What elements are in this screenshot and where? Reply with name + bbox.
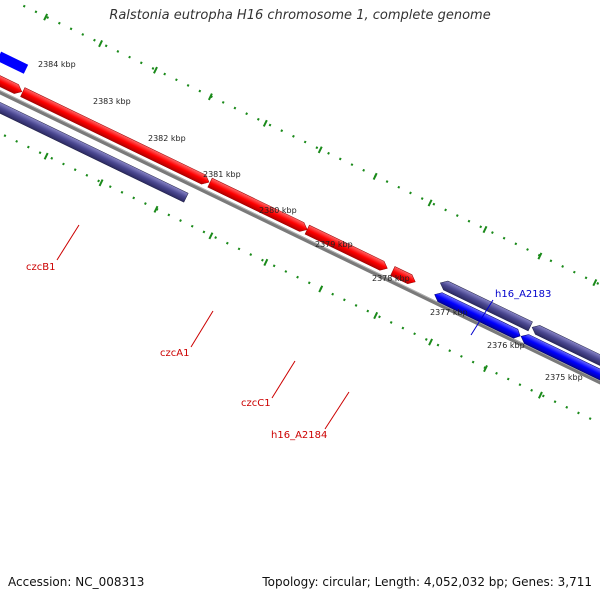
gene-czcA1[interactable] <box>20 87 212 187</box>
gene-h16_A2183-a[interactable] <box>438 278 533 332</box>
major-tick <box>263 258 269 266</box>
major-tick <box>208 232 214 240</box>
gene-h16_A2184-a[interactable] <box>304 224 389 273</box>
gene-label-leaders <box>56 224 494 430</box>
gene-label-czcC1[interactable]: czcC1 <box>241 398 271 409</box>
accession-text: Accession: NC_008313 <box>8 575 145 589</box>
gene-h16_A2184-b[interactable] <box>390 266 418 286</box>
gene-czcC1[interactable] <box>207 177 310 234</box>
inner-ruler-ring <box>0 117 600 442</box>
ruler-label-2376: 2376 kbp <box>487 341 525 350</box>
gene-blue-2[interactable] <box>519 332 600 385</box>
major-tick <box>372 172 378 180</box>
ruler-label-2382: 2382 kbp <box>148 134 186 143</box>
major-tick <box>592 279 598 287</box>
gene-red-partial[interactable] <box>0 62 24 96</box>
ruler-label-2379: 2379 kbp <box>315 240 353 249</box>
gene-labels: czcB1 czcA1 czcC1 h16_A2184 h16_A2183 <box>26 262 551 441</box>
leader-czcB1 <box>56 224 80 261</box>
gene-czcB1[interactable] <box>0 84 189 203</box>
major-tick <box>537 391 543 399</box>
major-tick <box>43 152 49 160</box>
feature-track-group <box>0 4 600 442</box>
major-tick <box>318 285 324 293</box>
backbone-highlight <box>0 83 600 407</box>
ruler-label-2381: 2381 kbp <box>203 170 241 179</box>
major-tick <box>262 119 268 127</box>
major-tick <box>98 179 104 187</box>
gene-blue-partial[interactable] <box>0 51 29 74</box>
major-tick <box>43 13 49 21</box>
map-title: Ralstonia eutropha H16 chromosome 1, com… <box>109 8 491 23</box>
gene-label-czcB1[interactable]: czcB1 <box>26 262 55 273</box>
backbone-line <box>0 83 600 409</box>
major-tick <box>207 93 213 101</box>
gene-blue-1[interactable] <box>432 290 522 340</box>
gene-label-czcA1[interactable]: czcA1 <box>160 348 189 359</box>
ruler-labels: 2384 kbp 2383 kbp 2382 kbp 2381 kbp 2380… <box>38 60 583 382</box>
ruler-label-2383: 2383 kbp <box>93 97 131 106</box>
major-tick <box>537 252 543 260</box>
ruler-label-2380: 2380 kbp <box>259 206 297 215</box>
leader-czcA1 <box>190 310 214 348</box>
major-tick <box>482 225 488 234</box>
major-tick <box>153 66 158 74</box>
outer-major-ticks <box>43 13 598 287</box>
major-tick <box>483 364 488 373</box>
gene-h16_A2183-b[interactable] <box>530 323 600 377</box>
outer-ruler-ring <box>22 4 600 329</box>
ruler-label-2384: 2384 kbp <box>38 60 76 69</box>
leader-h16_A2184 <box>324 391 350 430</box>
gene-label-h16_A2183[interactable]: h16_A2183 <box>495 289 551 300</box>
ruler-label-2377: 2377 kbp <box>430 308 468 317</box>
genome-summary-text: Topology: circular; Length: 4,052,032 bp… <box>262 575 592 589</box>
major-tick <box>427 199 433 207</box>
major-tick <box>373 311 379 320</box>
inner-major-ticks <box>43 152 543 399</box>
major-tick <box>153 205 159 213</box>
major-tick <box>428 338 434 346</box>
leader-czcC1 <box>271 360 296 399</box>
major-tick <box>98 40 103 48</box>
major-tick <box>317 146 323 154</box>
leader-h16_A2183 <box>470 299 494 336</box>
ruler-label-2375: 2375 kbp <box>545 373 583 382</box>
ruler-label-2378: 2378 kbp <box>372 274 410 283</box>
gene-label-h16_A2184[interactable]: h16_A2184 <box>271 430 327 441</box>
